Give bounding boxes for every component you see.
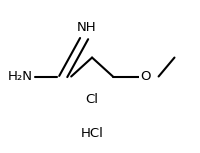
- Text: HCl: HCl: [81, 127, 103, 140]
- Text: H₂N: H₂N: [8, 70, 33, 83]
- Text: Cl: Cl: [86, 93, 99, 106]
- Text: O: O: [140, 70, 151, 83]
- Text: NH: NH: [76, 21, 96, 34]
